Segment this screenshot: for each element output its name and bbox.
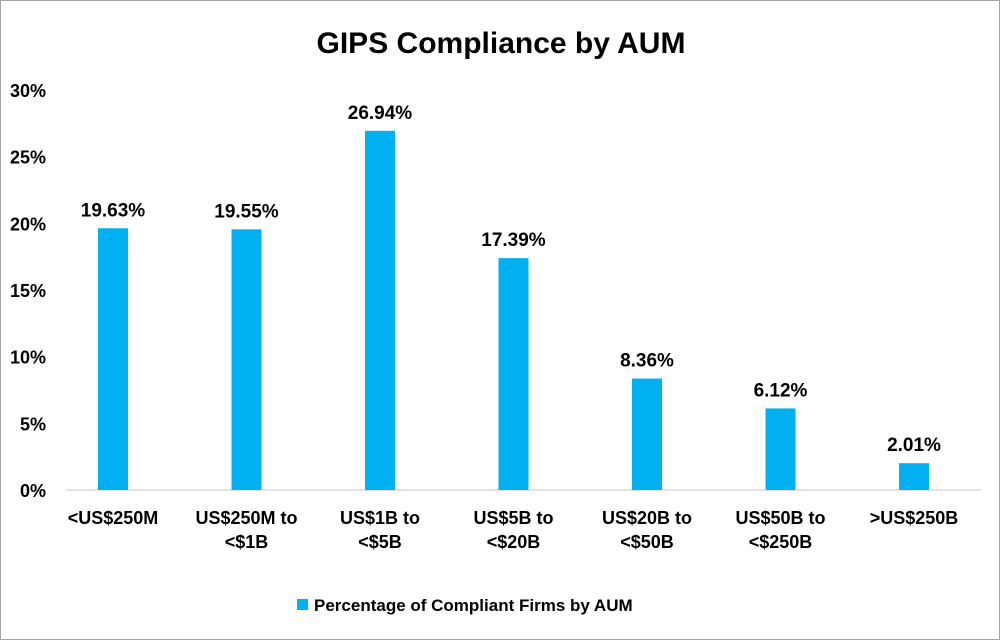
data-label: 8.36%	[620, 351, 674, 372]
data-label: 2.01%	[887, 435, 941, 456]
y-tick-label: 5%	[20, 414, 46, 434]
x-tick-label: <$250B	[749, 532, 813, 552]
data-label: 19.63%	[81, 200, 146, 221]
x-tick-label: <$5B	[358, 532, 402, 552]
bar	[231, 229, 262, 491]
bar	[98, 228, 128, 490]
legend-label: Percentage of Compliant Firms by AUM	[314, 596, 633, 615]
bar	[632, 378, 662, 490]
x-tick-label: US$20B to	[602, 508, 692, 528]
data-label: 17.39%	[481, 230, 546, 251]
x-tick-label: <$20B	[487, 532, 541, 552]
bar	[899, 463, 929, 490]
bar	[765, 408, 796, 490]
y-tick-label: 10%	[10, 348, 46, 368]
legend: Percentage of Compliant Firms by AUM	[297, 596, 633, 615]
bar	[365, 130, 395, 491]
chart-title: GIPS Compliance by AUM	[317, 27, 686, 60]
x-tick-label: US$250M to	[195, 508, 297, 528]
y-tick-label: 30%	[10, 81, 46, 101]
data-label: 19.55%	[214, 201, 279, 222]
x-tick-label: <US$250M	[68, 508, 159, 528]
y-tick-label: 20%	[10, 214, 46, 234]
x-tick-label: >US$250B	[870, 508, 959, 528]
x-tick-label: <$1B	[225, 532, 269, 552]
x-tick-label: <$50B	[620, 532, 674, 552]
x-tick-label: US$5B to	[473, 508, 553, 528]
x-tick-label: US$1B to	[340, 508, 420, 528]
data-label: 6.12%	[754, 380, 808, 401]
legend-swatch	[297, 599, 308, 610]
y-tick-label: 15%	[10, 281, 46, 301]
x-tick-label: US$50B to	[735, 508, 825, 528]
y-tick-label: 0%	[20, 481, 46, 501]
y-tick-label: 25%	[10, 148, 46, 168]
data-label: 26.94%	[348, 103, 413, 124]
bar	[498, 258, 529, 490]
